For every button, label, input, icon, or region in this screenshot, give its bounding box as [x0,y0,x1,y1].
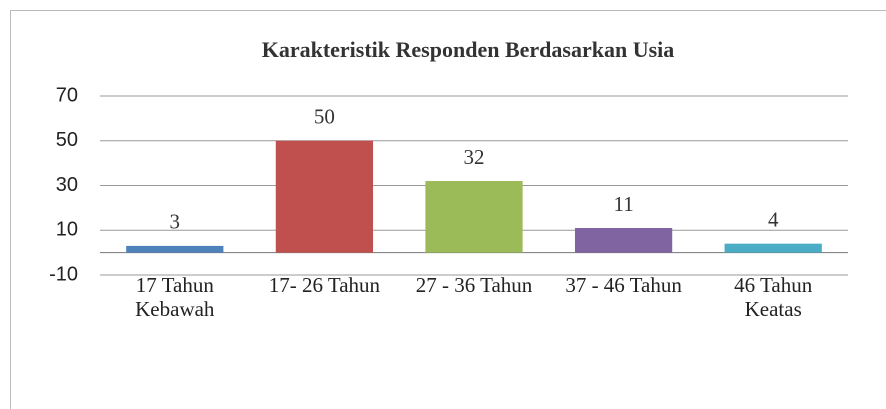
data-label: 11 [613,192,633,216]
bar [574,228,673,253]
y-tick-label: 70 [56,84,78,106]
data-label: 50 [314,105,335,129]
x-tick-label: 17 Tahun Kebawah [135,272,215,321]
y-tick-label: 50 [56,129,78,151]
data-label: 3 [170,210,181,234]
y-tick-label: -10 [49,263,78,285]
data-label: 32 [464,145,485,169]
x-tick-label: 27 - 36 Tahun [415,272,533,297]
y-tick-label: 30 [56,174,78,196]
bar [425,181,523,253]
bar [275,140,374,253]
bar [724,243,822,253]
chart-border [10,10,886,409]
bar [126,245,224,253]
x-tick-label: 17- 26 Tahun [268,272,381,297]
y-tick-label: 10 [56,219,78,241]
x-tick-label: 37 - 46 Tahun [565,272,682,297]
x-tick-label: 46 Tahun Keatas [734,272,813,321]
chart-title: Karakteristik Responden Berdasarkan Usia [262,37,675,62]
data-label: 4 [768,207,779,231]
